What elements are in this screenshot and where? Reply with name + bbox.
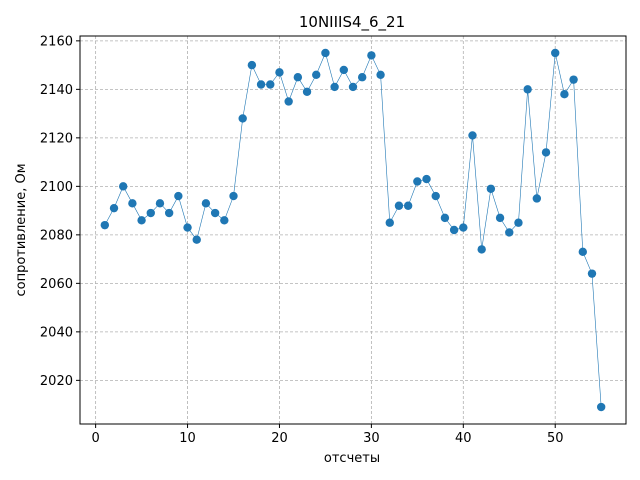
data-point: [330, 82, 339, 92]
data-point: [284, 97, 293, 106]
data-point: [293, 73, 303, 82]
data-point: [403, 201, 413, 210]
data-point: [422, 174, 431, 184]
data-point: [146, 208, 155, 218]
x-tick-label: 40: [455, 431, 472, 446]
data-point: [164, 208, 174, 218]
y-axis-label: сопротивление, Ом: [14, 163, 29, 296]
data-point: [348, 82, 358, 92]
data-point: [486, 184, 496, 193]
data-point: [413, 177, 422, 186]
data-point: [238, 114, 247, 123]
data-point: [220, 216, 229, 225]
data-point: [312, 70, 321, 80]
data-point: [229, 191, 238, 201]
data-point: [201, 199, 211, 208]
y-tick-label: 2140: [40, 83, 73, 98]
data-point: [266, 80, 275, 89]
y-tick-label: 2080: [40, 228, 73, 243]
data-point: [247, 60, 257, 70]
data-point: [495, 213, 505, 223]
y-axis: 2020 2040 2060 2080 2100 2120 2140 2160: [40, 34, 80, 389]
data-point: [376, 70, 385, 80]
data-point: [119, 182, 128, 191]
data-point: [578, 247, 587, 257]
y-tick-label: 2160: [40, 34, 73, 49]
data-point: [587, 269, 597, 278]
data-point: [367, 51, 376, 60]
data-point: [256, 80, 266, 89]
data-point: [339, 65, 349, 75]
data-point: [440, 213, 450, 223]
data-point: [155, 199, 165, 208]
plot-frame: [79, 35, 627, 425]
x-tick-label: 0: [91, 431, 99, 446]
data-point: [532, 194, 542, 203]
data-point: [302, 87, 312, 96]
data-point: [109, 203, 119, 213]
data-point: [551, 48, 560, 58]
data-point: [174, 191, 183, 201]
data-point: [385, 218, 394, 227]
data-point: [514, 218, 523, 227]
series-line-layer: [104, 52, 602, 408]
x-axis: 0 10 20 30 40 50: [91, 424, 563, 446]
data-point: [321, 48, 330, 58]
data-point: [394, 201, 404, 210]
x-tick-label: 10: [179, 431, 196, 446]
y-tick-label: 2020: [40, 374, 73, 389]
x-tick-label: 20: [271, 431, 288, 446]
data-point: [541, 148, 551, 157]
data-points: [100, 48, 606, 412]
x-tick-label: 30: [363, 431, 380, 446]
data-point: [137, 216, 146, 225]
data-point: [192, 235, 201, 244]
data-point: [357, 73, 367, 82]
y-tick-label: 2040: [40, 325, 73, 340]
data-point: [449, 225, 459, 235]
data-point: [569, 75, 578, 84]
data-point: [523, 85, 532, 94]
y-tick-label: 2060: [40, 277, 73, 292]
data-point: [431, 191, 440, 201]
data-point: [128, 199, 137, 208]
grid: [80, 36, 626, 424]
data-point: [183, 223, 192, 232]
data-point: [275, 68, 284, 77]
data-point: [596, 402, 606, 412]
y-tick-label: 2100: [40, 180, 73, 195]
data-point: [477, 245, 486, 254]
data-point: [459, 223, 468, 232]
x-tick-label: 50: [547, 431, 564, 446]
chart-title: 10NIIIS4_6_21: [299, 13, 405, 32]
data-point: [560, 90, 569, 99]
x-axis-label: отсчеты: [324, 451, 380, 466]
series-line: [104, 52, 602, 408]
data-point: [505, 228, 514, 237]
y-tick-label: 2120: [40, 131, 73, 146]
data-point: [100, 220, 110, 230]
data-point: [210, 208, 220, 218]
data-point: [468, 131, 477, 140]
